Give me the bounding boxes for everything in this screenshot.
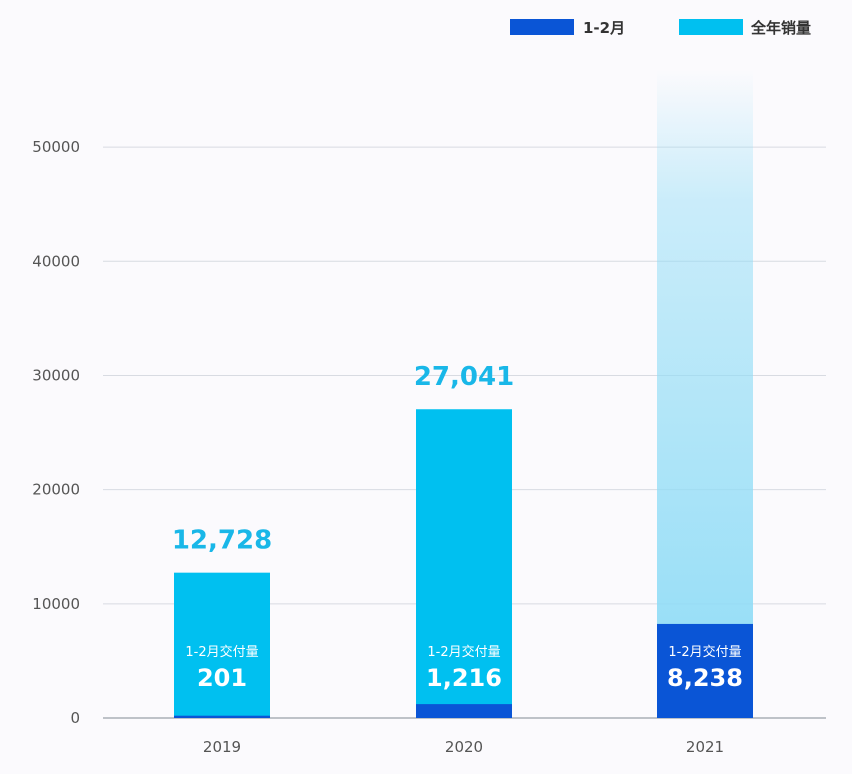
x-axis: 2019 2020 2021 <box>203 738 724 756</box>
x-tick-label: 2019 <box>203 738 241 756</box>
legend-label-annual: 全年销量 <box>750 19 811 37</box>
legend: 1-2月 全年销量 <box>510 19 811 37</box>
y-tick-label: 0 <box>70 709 80 727</box>
projected-bar-2021 <box>657 70 753 718</box>
jan-feb-value-label: 201 <box>197 664 247 692</box>
annual-value-label: 12,728 <box>172 526 272 556</box>
y-axis: 0 10000 20000 30000 40000 50000 <box>32 138 80 727</box>
y-tick-label: 10000 <box>32 595 80 613</box>
y-tick-label: 40000 <box>32 252 80 270</box>
x-tick-label: 2021 <box>686 738 724 756</box>
jan-feb-value-label: 1,216 <box>426 664 502 692</box>
bars: 12,728 1-2月交付量 201 27,041 1-2月交付量 1,216 1-2月交付… <box>172 70 753 718</box>
annual-value-label: 27,041 <box>414 362 514 392</box>
legend-swatch-jan-feb <box>510 19 574 35</box>
annual-bar-2020 <box>416 409 512 718</box>
x-tick-label: 2020 <box>445 738 483 756</box>
y-tick-label: 20000 <box>32 481 80 499</box>
jan-feb-bar-2020 <box>416 704 512 718</box>
inner-caption: 1-2月交付量 <box>185 644 258 660</box>
inner-caption: 1-2月交付量 <box>427 644 500 660</box>
y-tick-label: 50000 <box>32 138 80 156</box>
annual-bar-2019 <box>174 572 270 718</box>
inner-caption: 1-2月交付量 <box>668 644 741 660</box>
legend-label-jan-feb: 1-2月 <box>583 19 625 37</box>
y-tick-label: 30000 <box>32 366 80 384</box>
jan-feb-bar-2021 <box>657 623 753 718</box>
jan-feb-bar-2019 <box>174 715 270 718</box>
jan-feb-value-label: 8,238 <box>667 664 743 692</box>
legend-swatch-annual <box>679 19 743 35</box>
